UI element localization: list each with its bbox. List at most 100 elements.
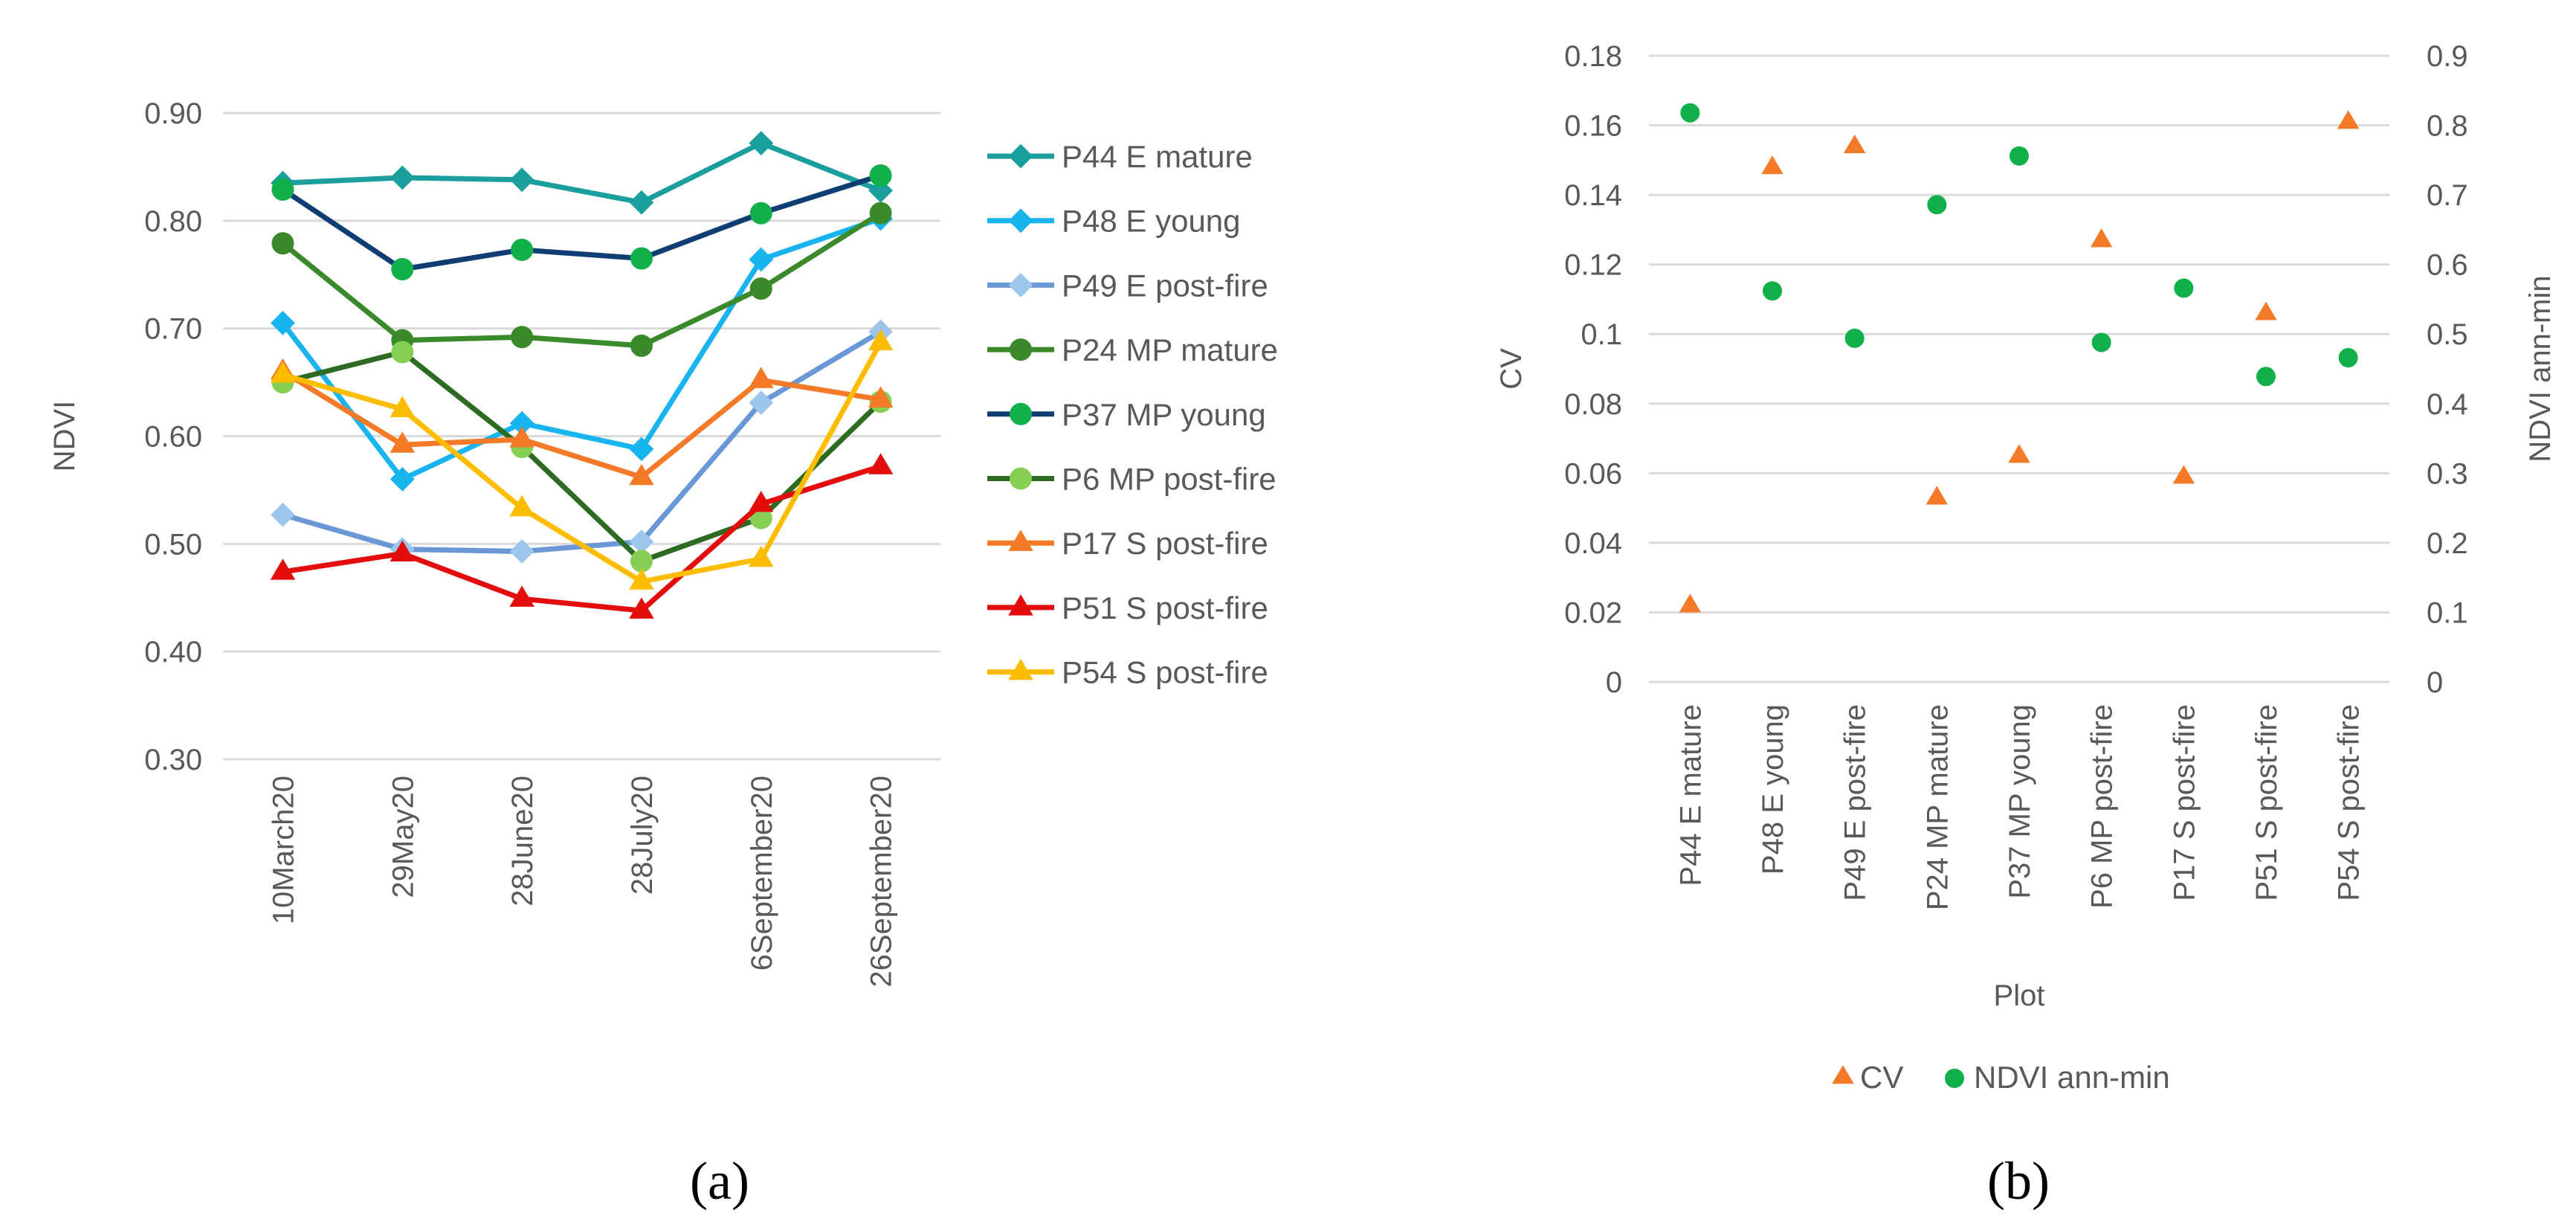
data-point: [2091, 332, 2111, 352]
legend-marker: [1010, 467, 1032, 490]
data-point: [511, 326, 534, 349]
y-tick-label: 0.04: [1564, 527, 1622, 560]
y-tick-label: 0.40: [144, 636, 202, 669]
legend-marker: [1008, 208, 1033, 234]
data-point: [629, 190, 654, 215]
series-p51-s-post-fire: [270, 453, 894, 619]
legend-label: P49 E post-fire: [1062, 268, 1268, 303]
y-tick-label: 0.06: [1564, 457, 1622, 490]
legend-marker: [1945, 1069, 1964, 1088]
data-point: [271, 232, 294, 255]
legend-label: P44 E mature: [1062, 139, 1253, 174]
series-ndvi-ann-min: [1680, 103, 2358, 387]
y2-tick-label: 0.7: [2427, 179, 2468, 212]
x-tick-label: 6September20: [746, 776, 778, 970]
series-line: [281, 173, 882, 272]
series-line: [282, 341, 883, 585]
data-point: [629, 568, 654, 590]
data-point: [1679, 593, 1702, 613]
series-p49-e-post-fire: [271, 319, 893, 564]
legend-item: P54 S post-fire: [987, 655, 1268, 690]
data-point: [630, 247, 653, 270]
data-point: [509, 426, 535, 448]
data-point: [2008, 444, 2030, 463]
legend-marker: [1832, 1065, 1854, 1084]
data-point: [1761, 155, 1783, 175]
y-tick-label: 0.12: [1564, 249, 1622, 282]
legend-item: CV: [1832, 1060, 1903, 1095]
data-point: [390, 467, 415, 492]
data-point: [749, 131, 774, 155]
data-point: [2090, 228, 2113, 248]
data-point: [390, 540, 415, 562]
legend-item: NDVI ann-min: [1945, 1060, 2170, 1095]
series-line: [280, 216, 882, 482]
legend-marker: [1008, 529, 1033, 551]
x-tick-label: 10March20: [267, 776, 300, 924]
series-p48-e-young: [271, 206, 893, 492]
y2-tick-label: 0.6: [2427, 249, 2468, 282]
legend-label: P6 MP post-fire: [1062, 462, 1276, 497]
y-axis-title: NDVI: [48, 401, 81, 472]
legend-label: P51 S post-fire: [1062, 590, 1268, 625]
x-tick-label: P51 S post-fire: [2250, 704, 2283, 901]
data-point: [749, 390, 774, 416]
legend-label: NDVI ann-min: [1974, 1060, 2170, 1095]
y-tick-label: 0.60: [144, 421, 202, 454]
y2-tick-label: 0.9: [2427, 40, 2468, 73]
data-point: [749, 247, 774, 272]
y-tick-label: 0: [1606, 666, 1622, 699]
legend-label: P48 E young: [1062, 204, 1241, 239]
legend-marker: [1010, 402, 1032, 425]
data-point: [629, 597, 654, 619]
data-point: [629, 437, 654, 462]
data-point: [270, 361, 296, 383]
data-point: [749, 277, 772, 300]
data-point: [509, 539, 535, 564]
y2-tick-label: 0.8: [2427, 110, 2468, 143]
legend: CV NDVI ann-min: [1832, 1060, 2170, 1095]
x-tick-label: P37 MP young: [2004, 704, 2036, 899]
y-tick-label: 0.30: [144, 744, 202, 776]
data-point: [749, 202, 772, 225]
data-point: [391, 258, 414, 281]
y2-tick-label: 0.1: [2427, 596, 2468, 629]
data-point: [1925, 486, 1949, 505]
legend-item: P48 E young: [987, 204, 1241, 239]
legend-item: P44 E mature: [987, 139, 1253, 174]
y-axis-title: CV: [1495, 348, 1528, 390]
y-tick-label: 0.70: [144, 313, 202, 346]
data-point: [391, 341, 414, 364]
legend-label: P54 S post-fire: [1062, 655, 1268, 690]
x-axis-title: Plot: [1994, 979, 2045, 1012]
x-tick-label: P48 E young: [1757, 704, 1789, 875]
data-point: [868, 329, 894, 351]
panel-b-scatter-chart: 0 0.02 0.04 0.06 0.08 0.1 0.12 0.14 0.16 0.18 0 0.1…: [1495, 40, 2557, 1211]
data-point: [749, 490, 774, 512]
y-tick-label: 0.18: [1564, 40, 1622, 73]
data-point: [271, 178, 294, 201]
data-point: [270, 558, 296, 580]
legend-item: P51 S post-fire: [987, 590, 1268, 625]
data-point: [749, 545, 774, 567]
series-cv: [1679, 110, 2360, 613]
data-point: [509, 495, 535, 517]
legend-marker: [1008, 658, 1033, 680]
panel-label: (a): [690, 1151, 749, 1211]
series-line: [281, 210, 882, 349]
x-tick-label: 28July20: [626, 776, 659, 895]
series-p54-s-post-fire: [270, 329, 894, 590]
data-point: [509, 167, 535, 193]
x-tick-label: P54 S post-fire: [2333, 704, 2366, 901]
legend-marker: [1008, 272, 1033, 297]
y-tick-label: 0.80: [144, 205, 202, 238]
data-point: [2255, 301, 2277, 321]
panel-label: (b): [1987, 1151, 2050, 1211]
y2-tick-label: 0: [2427, 666, 2443, 699]
y-tick-label: 0.16: [1564, 110, 1622, 143]
data-point: [2172, 465, 2195, 484]
data-point: [749, 367, 774, 388]
data-point: [1680, 103, 1700, 123]
x-tick-label: 28June20: [506, 776, 539, 907]
data-point: [868, 453, 894, 474]
